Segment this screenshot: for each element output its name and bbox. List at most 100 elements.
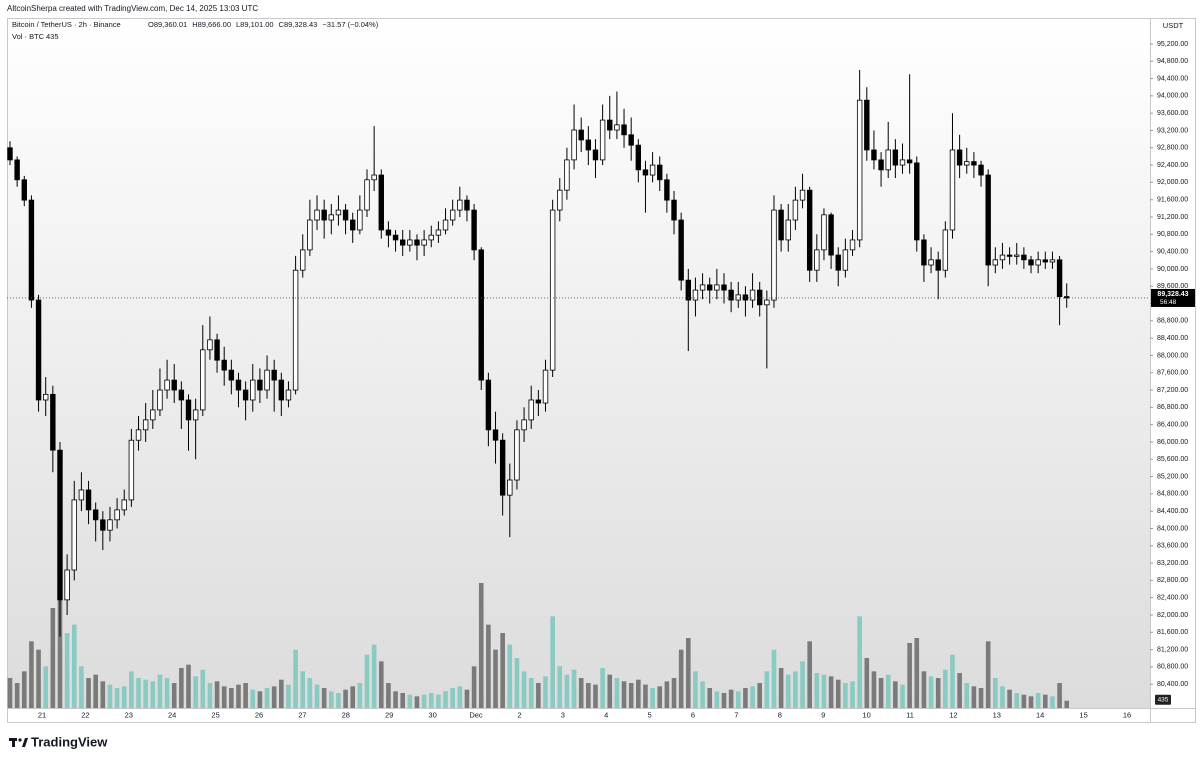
candle-body bbox=[742, 294, 749, 301]
candle-body bbox=[685, 279, 691, 301]
candle-body bbox=[585, 139, 592, 151]
candle-body bbox=[321, 209, 327, 221]
candle-body bbox=[328, 214, 334, 221]
candle-body bbox=[964, 161, 970, 166]
volume-bar bbox=[950, 654, 955, 708]
candle-body bbox=[542, 369, 549, 404]
candle-body bbox=[1049, 259, 1056, 263]
volume-bar bbox=[457, 686, 463, 708]
candle-body bbox=[407, 239, 413, 246]
volume-bar bbox=[878, 678, 884, 708]
x-tick-label: 10 bbox=[862, 710, 870, 719]
volume-bar bbox=[636, 679, 641, 708]
plot-background bbox=[7, 18, 1150, 708]
volume-bar bbox=[229, 688, 234, 708]
volume-bar bbox=[364, 654, 370, 708]
candle-body bbox=[721, 284, 727, 291]
y-tick-label: 82,400.00 bbox=[1157, 595, 1188, 602]
x-tick-label: Dec bbox=[469, 710, 483, 719]
volume-bar bbox=[136, 678, 141, 708]
candle-body bbox=[1021, 254, 1027, 261]
candle-body bbox=[514, 429, 520, 481]
y-tick-label: 82,800.00 bbox=[1157, 577, 1188, 584]
candle-body bbox=[564, 159, 570, 191]
volume-bar bbox=[993, 678, 998, 708]
volume-bar bbox=[279, 679, 284, 708]
volume-bar bbox=[564, 674, 570, 708]
volume-bar bbox=[521, 671, 527, 708]
candle-body bbox=[28, 199, 35, 301]
volume-bar bbox=[157, 674, 163, 708]
candle-body bbox=[242, 389, 249, 401]
logo bbox=[9, 738, 28, 747]
candle-body bbox=[157, 389, 163, 411]
volume-bar bbox=[36, 649, 41, 708]
volume-bar bbox=[735, 691, 741, 708]
y-tick-label: 86,000.00 bbox=[1157, 439, 1188, 446]
volume-bar bbox=[743, 688, 748, 708]
volume-bar bbox=[1007, 689, 1012, 708]
volume-bar bbox=[507, 644, 513, 708]
volume-bar bbox=[150, 681, 156, 708]
volume-bar bbox=[693, 671, 698, 708]
candle-body bbox=[335, 209, 342, 216]
volume-bar bbox=[186, 664, 191, 708]
candle-body bbox=[1042, 259, 1048, 263]
volume-bar bbox=[578, 678, 584, 708]
y-tick-label: 81,600.00 bbox=[1157, 629, 1188, 636]
x-tick-label: 29 bbox=[385, 710, 393, 719]
last-price-label: 89,328.43 bbox=[1157, 291, 1188, 298]
y-tick-label: 82,000.00 bbox=[1157, 612, 1188, 619]
candle-body bbox=[57, 449, 63, 601]
volume-bar bbox=[835, 679, 841, 708]
volume-bar bbox=[436, 694, 441, 708]
candle-body bbox=[728, 289, 734, 301]
candle-body bbox=[43, 393, 49, 401]
volume-bar bbox=[393, 691, 398, 708]
y-tick-label: 90,400.00 bbox=[1157, 248, 1188, 255]
candle-body bbox=[521, 419, 527, 431]
volume-bar bbox=[714, 691, 720, 708]
candle-body bbox=[178, 389, 185, 401]
volume-bar bbox=[557, 666, 563, 708]
y-tick-label: 91,600.00 bbox=[1157, 197, 1188, 204]
candle-body bbox=[856, 99, 863, 241]
candle-body bbox=[285, 389, 292, 401]
x-tick-label: 14 bbox=[1036, 710, 1044, 719]
y-tick-label: 84,800.00 bbox=[1157, 491, 1188, 498]
x-tick-label: 9 bbox=[821, 710, 825, 719]
candle-body bbox=[457, 199, 463, 211]
y-tick-label: 87,200.00 bbox=[1157, 387, 1188, 394]
candle-body bbox=[985, 174, 991, 266]
candle-body bbox=[621, 124, 627, 136]
plot-area bbox=[7, 69, 1070, 708]
volume-bar bbox=[828, 676, 834, 708]
volume-bar bbox=[614, 678, 620, 708]
volume-bar bbox=[885, 674, 891, 708]
y-tick-label: 92,400.00 bbox=[1157, 162, 1188, 169]
candle-body bbox=[471, 209, 477, 251]
candle-body bbox=[14, 159, 20, 181]
candle-body bbox=[928, 259, 934, 266]
volume-bar bbox=[778, 668, 784, 708]
y-tick-label: 80,800.00 bbox=[1157, 664, 1188, 671]
candle-body bbox=[614, 124, 620, 131]
countdown: 56:48 bbox=[1160, 299, 1177, 306]
y-tick-label: 94,400.00 bbox=[1157, 75, 1188, 82]
volume-bar bbox=[528, 678, 534, 708]
candle-body bbox=[507, 479, 513, 496]
volume-bar bbox=[121, 686, 127, 708]
volume-bar bbox=[350, 686, 356, 708]
volume-bar bbox=[814, 673, 820, 708]
volume-bar bbox=[864, 658, 870, 708]
volume-bar bbox=[785, 674, 791, 708]
candle-body bbox=[1056, 259, 1063, 297]
volume-bar bbox=[314, 684, 320, 708]
volume-bar bbox=[536, 683, 541, 708]
volume-bar bbox=[407, 694, 413, 708]
brand: TradingView bbox=[31, 734, 108, 749]
volume-bar bbox=[764, 671, 770, 708]
volume-bar bbox=[793, 671, 798, 708]
volume-bar bbox=[593, 684, 598, 708]
